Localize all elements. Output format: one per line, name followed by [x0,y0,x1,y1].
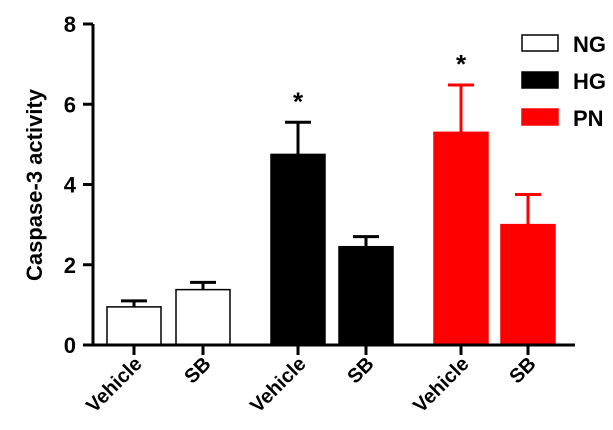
bar-hg-vehicle [270,153,326,346]
annotations-layer: ** [293,49,467,116]
x-tick-label: SB [343,353,378,388]
legend-swatch-pn [521,108,559,126]
error-bars-layer [121,83,541,307]
y-tick-label: 4 [64,173,77,198]
legend-label-pn: PN [573,106,604,131]
legend-label-hg: HG [573,69,606,94]
y-axis-label: Caspase-3 activity [22,88,47,281]
legend-label-ng: NG [573,32,606,57]
y-tick-label: 2 [64,253,76,278]
bar-pn-sb [500,223,556,346]
x-tick-label: Vehicle [246,353,310,417]
legend-swatch-ng [521,34,559,52]
x-tick-label: SB [180,353,215,388]
y-ticks-layer: 0 2 4 6 8 [64,12,93,358]
significance-asterisk: * [293,86,304,116]
bar-hg-sb [338,245,394,346]
x-tick-label: Vehicle [82,353,146,417]
y-tick-label: 6 [64,92,76,117]
y-tick-label: 0 [64,333,76,358]
legend-swatch-hg [521,71,559,89]
y-tick-label: 8 [64,12,76,37]
bar-ng-sb [175,288,231,346]
x-tick-label: Vehicle [409,353,473,417]
x-ticks-layer: Vehicle SB Vehicle SB Vehicle SB [82,345,541,417]
bar-pn-vehicle [433,131,489,346]
x-tick-label: SB [505,353,540,388]
bars-layer [106,131,556,346]
legend: NG HG PN [521,32,606,131]
bar-ng-vehicle [106,306,162,346]
significance-asterisk: * [456,49,467,79]
